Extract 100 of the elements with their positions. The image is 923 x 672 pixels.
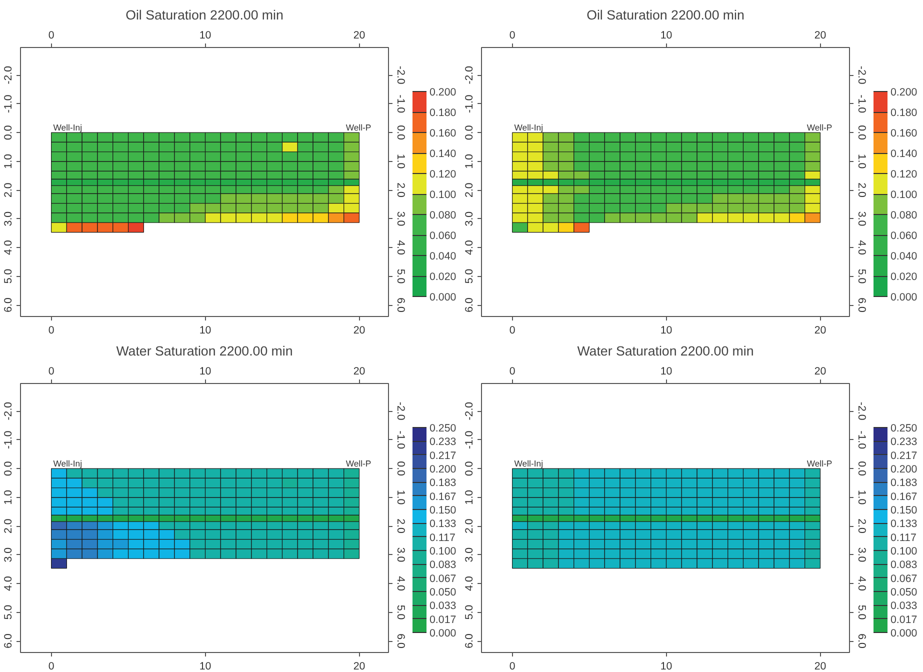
color-bar-label: 0.133 — [430, 518, 456, 530]
y-tick-label: 4.0 — [464, 240, 476, 255]
y2-tick-label: 6.0 — [856, 298, 868, 312]
x-tick-label: 20 — [814, 366, 826, 378]
y2-tick-label: 5.0 — [856, 604, 868, 620]
color-bar-label: 0.217 — [890, 450, 918, 462]
y2-tick-label: 4.0 — [856, 240, 868, 256]
color-bar-label: 0.133 — [890, 518, 918, 530]
y-tick-label: 0.0 — [464, 125, 476, 140]
y2-tick-label: -1.0 — [394, 94, 406, 114]
color-bar-label: 0.050 — [430, 586, 456, 598]
color-bar-label: 0.200 — [890, 86, 918, 98]
x-tick-label: 0 — [48, 30, 54, 42]
y-tick-label: 2.0 — [2, 518, 14, 534]
color-bar-label: 0.120 — [430, 168, 456, 180]
y-tick-label: -1.0 — [2, 94, 14, 114]
color-bar-label: 0.200 — [430, 464, 456, 476]
y2-tick-label: 1.0 — [856, 154, 868, 169]
y2-tick-label: 2.0 — [856, 518, 868, 534]
color-bar-label: 0.200 — [890, 464, 918, 476]
y2-tick-label: 0.0 — [394, 125, 406, 140]
y2-tick-label: -1.0 — [394, 430, 406, 450]
y2-tick-label: 6.0 — [856, 634, 868, 648]
y2-tick-label: 2.0 — [856, 182, 868, 198]
y2-tick-label: 5.0 — [856, 268, 868, 284]
x-tick-label: 20 — [814, 30, 826, 42]
color-bar-label: 0.020 — [890, 271, 918, 283]
y2-tick-label: 2.0 — [394, 518, 406, 534]
color-bar-label: 0.050 — [890, 586, 918, 598]
y-tick-label: 4.0 — [464, 576, 476, 591]
x-tick-label: 0 — [509, 30, 516, 42]
annotation: Well-Inj — [514, 122, 544, 133]
y2-tick-label: 5.0 — [394, 268, 406, 284]
color-bar-label: 0.180 — [890, 107, 918, 119]
color-bar-label: 0.250 — [430, 422, 456, 434]
x-tick-label: 10 — [660, 366, 672, 378]
color-bar-label: 0.033 — [430, 600, 456, 612]
color-bar-label: 0.083 — [430, 559, 456, 572]
color-bar-label: 0.100 — [890, 546, 918, 558]
color-bar-label: 0.033 — [890, 600, 918, 612]
y2-tick-label: 0.0 — [856, 125, 868, 140]
y2-tick-label: -1.0 — [856, 430, 868, 450]
y2-tick-label: 2.0 — [394, 182, 406, 198]
y-tick-label: 3.0 — [464, 211, 476, 226]
color-bar-label: 0.000 — [430, 292, 456, 304]
color-bar-label: 0.100 — [430, 189, 456, 201]
color-bar-label: 0.060 — [430, 230, 456, 242]
color-bar-label: 0.017 — [430, 614, 456, 626]
color-bar-label: 0.067 — [430, 572, 456, 585]
x-tick-label: 20 — [353, 366, 366, 378]
y2-tick-label: 4.0 — [856, 576, 868, 592]
color-bar-label: 0.167 — [890, 490, 918, 503]
color-bar-label: 0.183 — [430, 477, 456, 490]
x2-tick-label: 0 — [48, 324, 54, 336]
color-bar-label: 0.060 — [890, 230, 918, 242]
y2-tick-label: 3.0 — [394, 211, 406, 226]
color-bar-label: 0.000 — [890, 628, 918, 640]
y-tick-label: 5.0 — [464, 268, 476, 284]
x2-tick-label: 20 — [814, 324, 826, 336]
color-bar-label: 0.080 — [430, 210, 456, 222]
x-tick-label: 10 — [199, 366, 212, 378]
y2-tick-label: 4.0 — [394, 240, 406, 256]
y2-tick-label: 3.0 — [856, 211, 868, 226]
annotation: Well-Inj — [53, 122, 82, 133]
y-tick-label: -2.0 — [464, 402, 476, 420]
color-bar-label: 0.160 — [430, 128, 456, 140]
x-tick-label: 10 — [660, 30, 672, 42]
color-bar-label: 0.100 — [890, 189, 918, 201]
y-tick-label: -2.0 — [2, 66, 14, 84]
y2-tick-label: 0.0 — [394, 461, 406, 476]
color-bar-label: 0.040 — [430, 250, 456, 262]
y2-tick-label: 3.0 — [856, 547, 868, 562]
color-bar-label: 0.083 — [890, 559, 918, 572]
color-bar-label: 0.180 — [430, 107, 456, 119]
color-bar-label: 0.167 — [430, 490, 456, 503]
y-tick-label: -1.0 — [2, 430, 14, 450]
color-bar-label: 0.183 — [890, 477, 918, 490]
color-bar-label: 0.000 — [890, 292, 918, 304]
y-tick-label: -2.0 — [2, 402, 14, 420]
color-bar-label: 0.233 — [890, 436, 918, 448]
y-tick-label: 2.0 — [464, 182, 476, 198]
x2-tick-label: 20 — [353, 660, 366, 672]
x-tick-label: 0 — [48, 366, 54, 378]
color-bar-label: 0.040 — [890, 250, 918, 262]
y-tick-label: 1.0 — [2, 154, 14, 169]
color-bar-label: 0.140 — [430, 148, 456, 160]
y2-tick-label: 1.0 — [394, 490, 406, 505]
color-bar-label: 0.017 — [890, 614, 918, 626]
x2-tick-label: 10 — [660, 660, 672, 672]
x2-tick-label: 20 — [814, 660, 826, 672]
x2-tick-label: 0 — [509, 324, 516, 336]
color-bar-label: 0.117 — [890, 532, 916, 544]
y-tick-label: 5.0 — [2, 604, 14, 620]
color-bar-label: 0.080 — [890, 210, 918, 222]
color-bar-label: 0.160 — [890, 128, 918, 140]
y-tick-label: 6.0 — [464, 298, 476, 312]
y-tick-label: 1.0 — [464, 490, 476, 505]
y2-tick-label: 3.0 — [394, 547, 406, 562]
y-tick-label: 6.0 — [464, 634, 476, 648]
x2-tick-label: 10 — [199, 660, 212, 672]
